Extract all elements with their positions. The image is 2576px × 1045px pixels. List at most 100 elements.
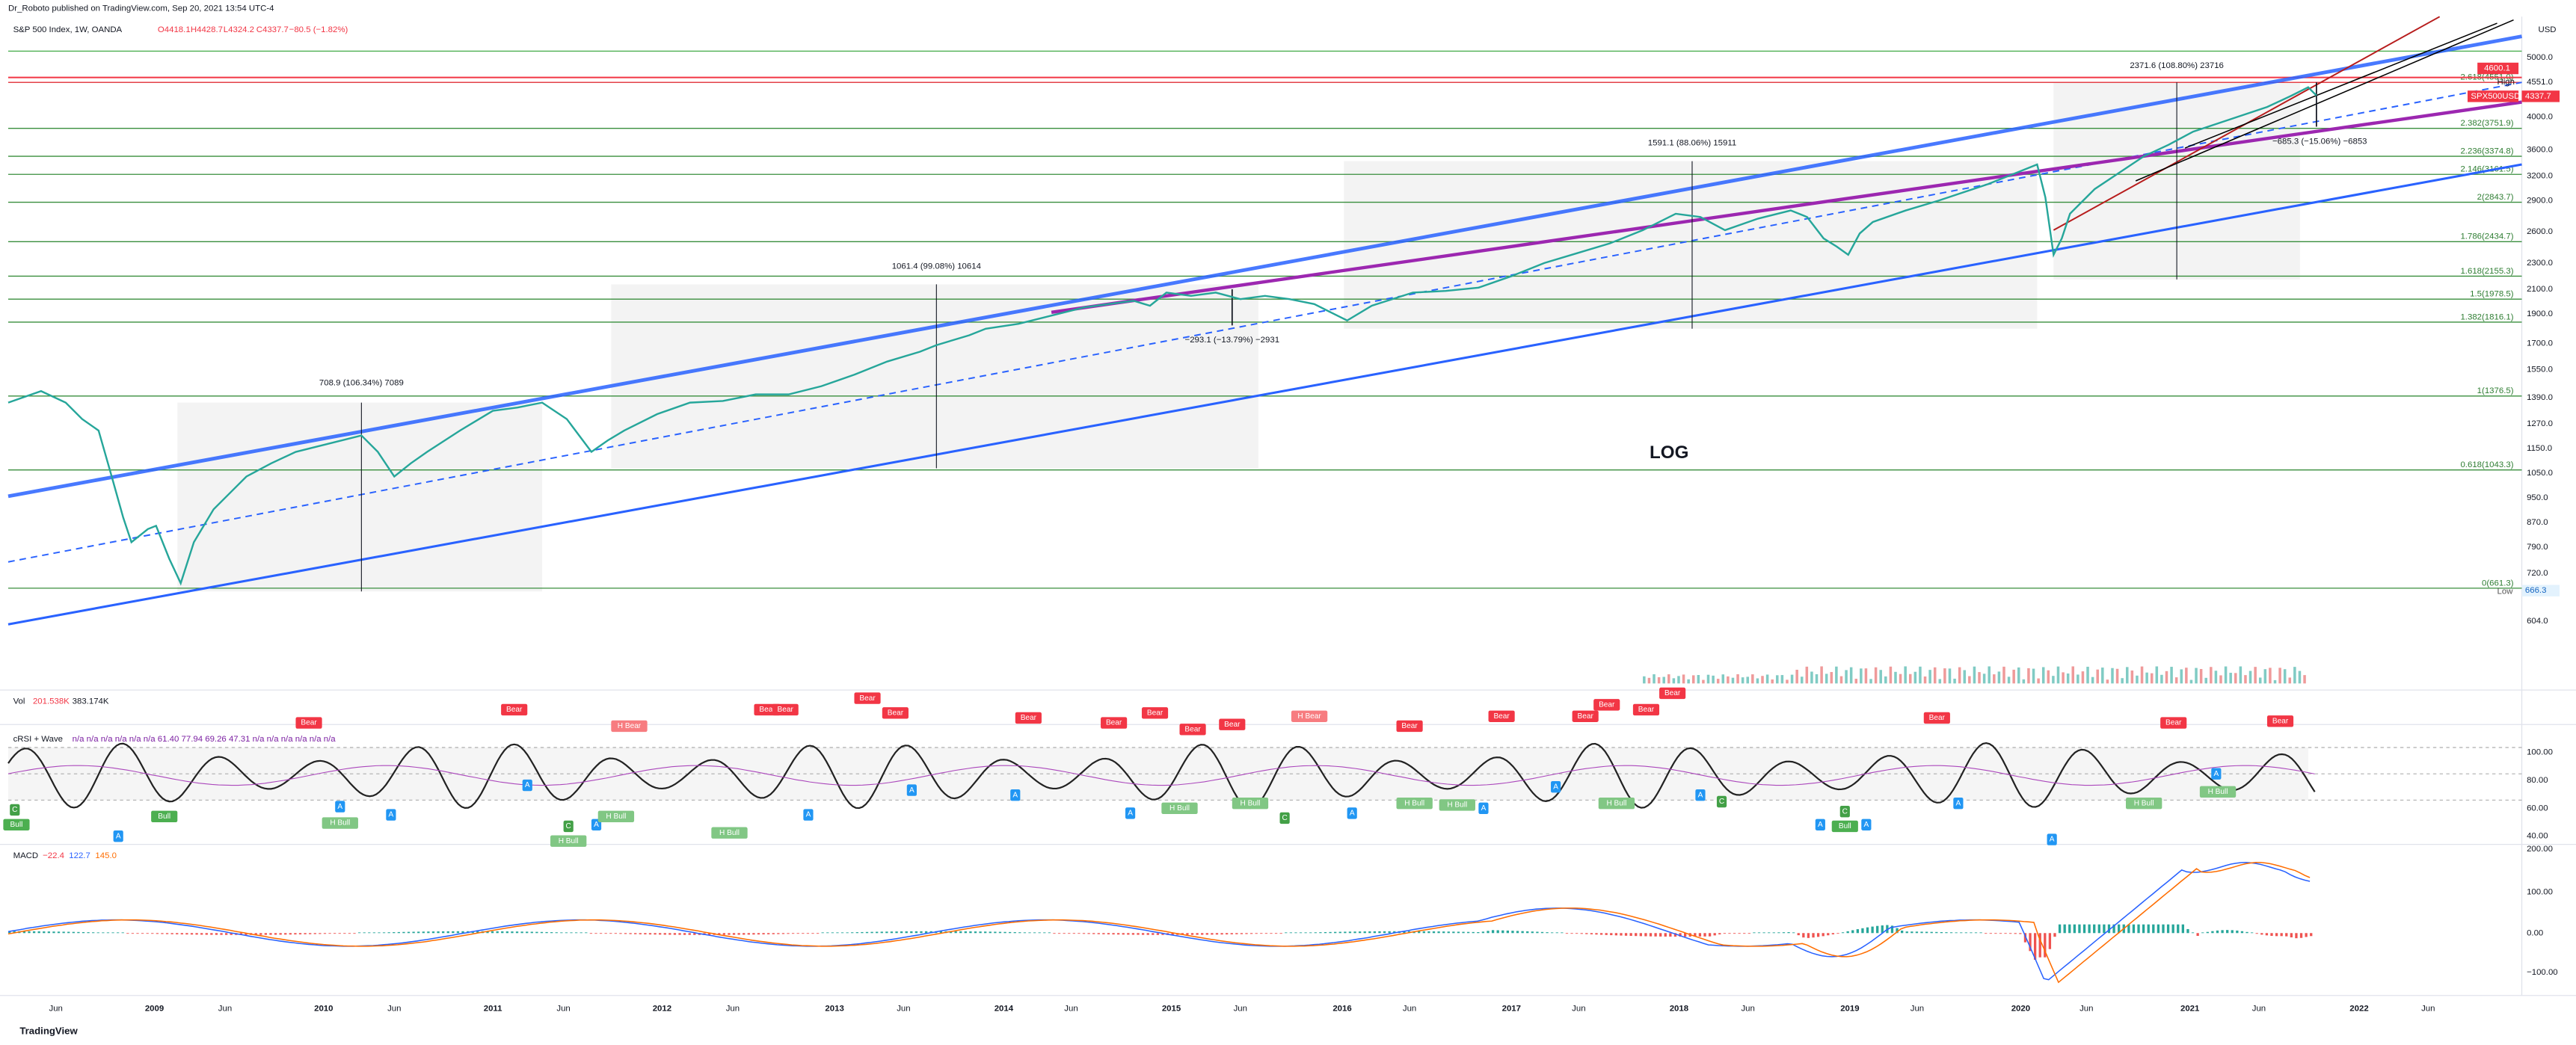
macd-histogram	[2191, 932, 2195, 934]
crsi-axis-label: 60.00	[2527, 804, 2548, 813]
macd-histogram	[245, 933, 248, 935]
macd-histogram	[1285, 932, 1288, 934]
macd-histogram	[461, 931, 464, 934]
signal-badge	[1010, 789, 1021, 801]
macd-line	[7, 862, 2311, 984]
macd-histogram	[1585, 933, 1588, 934]
macd-histogram	[1131, 933, 1135, 935]
signal-label: A	[1956, 799, 1961, 807]
macd-histogram	[826, 932, 829, 934]
signal-label: H Bull	[719, 829, 740, 837]
macd-histogram	[1654, 933, 1657, 937]
macd-histogram	[2295, 933, 2298, 939]
macd-histogram	[1215, 933, 1219, 935]
signal-badge	[2047, 833, 2057, 845]
volume-bar	[2145, 672, 2148, 684]
macd-histogram	[1048, 932, 1051, 934]
macd-histogram	[422, 931, 425, 934]
measure-label: 1061.4 (99.08%) 10614	[892, 262, 982, 271]
macd-histogram	[1605, 933, 1608, 935]
macd-histogram	[205, 933, 208, 935]
macd-histogram	[1531, 931, 1534, 934]
macd-histogram	[1827, 933, 1830, 936]
volume-bar	[1825, 673, 1828, 684]
price-axis-label: 950.0	[2527, 493, 2548, 502]
macd-histogram	[1935, 931, 1938, 934]
macd-histogram	[200, 933, 203, 935]
fib-label: 1(1376.5)	[2477, 386, 2514, 395]
signal-label: Bear	[1184, 726, 1201, 734]
volume-bar	[2199, 668, 2203, 684]
macd-histogram	[599, 933, 603, 934]
signal-badge	[882, 707, 909, 719]
macd-histogram	[624, 933, 627, 934]
macd-histogram	[1599, 933, 1603, 935]
volume-bar	[1795, 669, 1798, 684]
volume-bar	[2002, 666, 2005, 684]
macd-histogram	[560, 932, 563, 934]
macd-histogram	[1378, 931, 1381, 934]
signal-badge	[906, 784, 917, 796]
macd-histogram	[269, 933, 272, 935]
volume-bar	[1815, 674, 1819, 684]
volume-bar	[1810, 671, 1813, 684]
macd-histogram	[264, 933, 268, 935]
macd-histogram	[1985, 933, 1988, 934]
macd-histogram	[1152, 933, 1155, 935]
macd-histogram	[1112, 933, 1115, 935]
macd-histogram	[2245, 931, 2248, 934]
macd-histogram	[752, 933, 755, 935]
volume-bar	[2234, 673, 2237, 684]
macd-histogram	[1620, 933, 1623, 936]
signal-label: Bear	[1578, 712, 1594, 721]
time-axis-label: Jun	[2421, 1004, 2435, 1013]
signal-label: H Bull	[330, 819, 350, 827]
signal-badge	[1551, 781, 1561, 793]
macd-histogram	[220, 933, 223, 935]
macd-histogram	[1570, 933, 1573, 934]
macd-histogram	[1816, 933, 1820, 937]
macd-histogram	[914, 931, 918, 934]
macd-histogram	[1762, 932, 1765, 934]
price-axis-label: 1700.0	[2527, 339, 2553, 348]
volume-bar	[1662, 676, 1665, 684]
signal-label: Bear	[1638, 706, 1655, 714]
macd-axis-label: 0.00	[2527, 928, 2543, 937]
macd-histogram	[116, 932, 120, 934]
signal-label: H Bull	[1404, 799, 1424, 807]
macd-histogram	[781, 933, 785, 934]
macd-histogram	[1008, 931, 1012, 934]
volume-bar	[2214, 671, 2218, 684]
volume-bar	[1741, 677, 1745, 684]
macd-histogram	[1235, 933, 1238, 934]
macd-histogram	[969, 931, 972, 934]
macd-histogram	[2240, 931, 2244, 934]
macd-histogram	[2231, 930, 2234, 934]
volume-bar	[2062, 672, 2065, 684]
volume-value: 201.538K	[33, 697, 70, 706]
volume-bar	[1697, 675, 1700, 684]
macd-histogram	[1546, 932, 1549, 934]
macd-histogram	[2216, 930, 2219, 934]
volume-bar	[1943, 668, 1946, 684]
macd-histogram	[634, 933, 637, 934]
volume-bar	[1904, 666, 1907, 684]
macd-histogram	[1053, 933, 1056, 934]
macd-histogram	[357, 932, 361, 934]
signal-badge	[1291, 710, 1328, 722]
macd-histogram	[673, 933, 677, 935]
last-price: 4337.7	[2525, 92, 2551, 101]
trend-line	[1051, 100, 2522, 314]
signal-label: A	[2050, 836, 2055, 844]
macd-histogram	[1358, 931, 1362, 934]
ohlc-value: H4428.7	[191, 25, 223, 34]
signal-badge	[1101, 717, 1128, 729]
macd-histogram	[13, 931, 16, 934]
macd-histogram	[2250, 932, 2254, 934]
macd-histogram	[348, 933, 351, 934]
volume-bar	[1672, 678, 1676, 684]
macd-histogram	[1974, 932, 1978, 934]
macd-histogram	[762, 933, 765, 935]
macd-axis-label: −100.00	[2527, 968, 2558, 977]
macd-value: 145.0	[95, 851, 117, 860]
